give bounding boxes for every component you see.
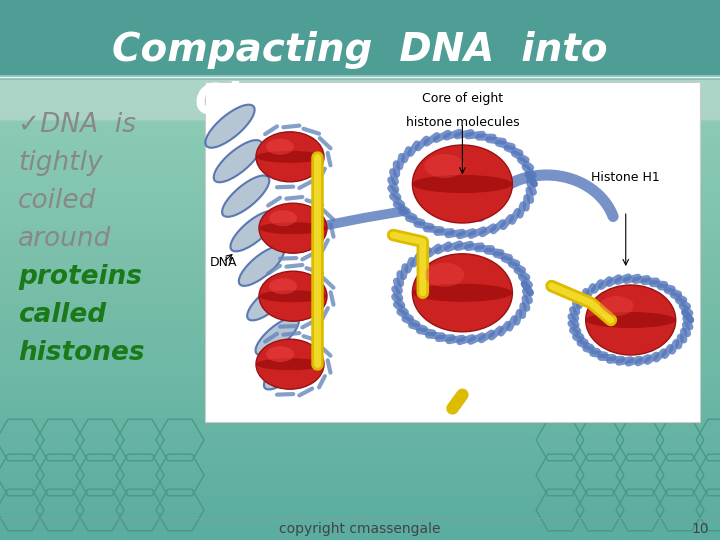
Text: coiled: coiled — [18, 188, 96, 214]
Ellipse shape — [585, 285, 675, 355]
Text: histone molecules: histone molecules — [405, 116, 519, 129]
Text: called: called — [18, 302, 106, 328]
Text: proteins: proteins — [18, 264, 142, 290]
Text: histones: histones — [18, 340, 145, 366]
Ellipse shape — [205, 105, 255, 148]
Ellipse shape — [259, 203, 327, 253]
Ellipse shape — [266, 346, 294, 362]
Bar — [0, 75, 720, 120]
Text: DNA: DNA — [210, 256, 238, 269]
Ellipse shape — [424, 263, 464, 287]
Text: Core of eight: Core of eight — [422, 92, 503, 105]
Ellipse shape — [259, 271, 327, 321]
Ellipse shape — [600, 296, 634, 316]
Text: Histone H1: Histone H1 — [591, 171, 660, 184]
Ellipse shape — [256, 339, 324, 389]
Ellipse shape — [424, 154, 464, 178]
Text: ✓DNA  is: ✓DNA is — [18, 112, 136, 138]
Ellipse shape — [256, 358, 324, 370]
Text: around: around — [18, 226, 112, 252]
Ellipse shape — [230, 211, 276, 252]
Bar — [0, 0, 720, 80]
Ellipse shape — [413, 145, 513, 223]
Ellipse shape — [214, 140, 262, 183]
Ellipse shape — [264, 353, 306, 389]
Text: tightly: tightly — [18, 150, 103, 176]
Ellipse shape — [585, 312, 675, 328]
Ellipse shape — [266, 139, 294, 155]
Text: Compacting  DNA  into: Compacting DNA into — [112, 31, 608, 69]
Text: 10: 10 — [691, 522, 708, 536]
Text: Chromosomes: Chromosomes — [194, 81, 526, 123]
Ellipse shape — [259, 290, 327, 302]
Ellipse shape — [269, 278, 297, 294]
Ellipse shape — [413, 254, 513, 332]
Ellipse shape — [413, 284, 513, 302]
Ellipse shape — [256, 151, 324, 163]
Ellipse shape — [222, 176, 269, 217]
Ellipse shape — [259, 222, 327, 234]
Text: copyright cmassengale: copyright cmassengale — [279, 522, 441, 536]
Bar — [205, 82, 700, 422]
Ellipse shape — [256, 317, 299, 355]
Ellipse shape — [413, 175, 513, 193]
Ellipse shape — [239, 246, 284, 286]
Ellipse shape — [247, 282, 292, 320]
Ellipse shape — [256, 132, 324, 182]
Ellipse shape — [269, 210, 297, 226]
